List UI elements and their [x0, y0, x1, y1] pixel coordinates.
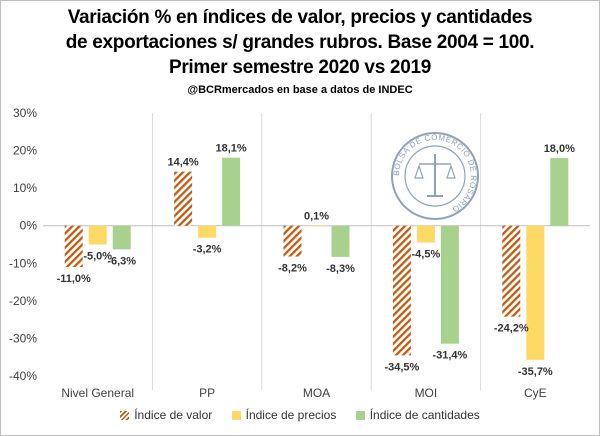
x-category-label: PP: [199, 386, 215, 400]
bar-valor: [174, 171, 193, 226]
legend-label-precios: Índice de precios: [245, 407, 337, 422]
data-label-precios: 0,1%: [304, 210, 329, 222]
legend-swatch-cantidades: [355, 410, 365, 420]
bar-valor: [64, 225, 83, 268]
legend-swatch-valor: [120, 410, 130, 420]
legend-swatch-precios: [231, 410, 241, 420]
data-label-valor: -11,0%: [57, 273, 91, 285]
bar-valor: [283, 225, 302, 257]
legend-label-cantidades: Índice de cantidades: [369, 407, 480, 422]
bar-valor: [392, 225, 411, 356]
data-label-valor: -34,5%: [384, 361, 419, 373]
y-tick-label: 30%: [13, 106, 37, 120]
y-tick-label: 10%: [13, 181, 37, 195]
chart-title-line-2: de exportaciones s/ grandes rubros. Base…: [65, 32, 535, 53]
chart-title-line-1: Variación % en índices de valor, precios…: [67, 7, 533, 28]
bar-cantidades: [112, 225, 131, 250]
x-category-label: Nivel General: [61, 386, 134, 400]
data-label-cantidades: 18,1%: [215, 143, 246, 155]
chart-source: @BCRmercados en base a datos de INDEC: [187, 84, 413, 96]
bar-cantidades: [331, 225, 350, 257]
data-label-precios: -35,7%: [518, 366, 553, 378]
y-tick-label: 0%: [20, 219, 38, 233]
data-label-cantidades: -31,4%: [432, 350, 467, 362]
data-label-precios: -5,0%: [83, 251, 112, 263]
bar-precios: [307, 225, 326, 226]
bar-precios: [198, 225, 217, 238]
y-tick-label: 20%: [13, 144, 37, 158]
bar-cantidades: [222, 157, 241, 226]
x-category-label: MOI: [415, 386, 438, 400]
bar-valor: [502, 225, 521, 317]
legend-item-cantidades: Índice de cantidades: [355, 407, 480, 422]
data-label-cantidades: 18,0%: [544, 143, 575, 155]
data-label-valor: -8,2%: [278, 263, 307, 275]
bar-precios: [416, 225, 435, 243]
x-category-label: CyE: [524, 386, 547, 400]
bar-precios: [88, 225, 107, 245]
chart-legend: Índice de valor Índice de precios Índice…: [0, 407, 600, 422]
legend-item-valor: Índice de valor: [120, 408, 212, 422]
data-label-cantidades: -6,3%: [107, 255, 136, 267]
data-label-valor: -24,2%: [494, 323, 529, 335]
bcr-seal-watermark: BOLSA DE COMERCIO DE ROSARIO: [391, 132, 479, 220]
y-tick-label: -30%: [9, 331, 37, 345]
legend-item-precios: Índice de precios: [231, 407, 337, 422]
x-category-label: MOA: [303, 386, 330, 400]
y-tick-label: -10%: [9, 256, 37, 270]
legend-label-valor: Índice de valor: [134, 407, 213, 422]
y-tick-label: -20%: [9, 294, 37, 308]
bar-cantidades: [440, 225, 459, 344]
data-label-valor: 14,4%: [167, 157, 198, 169]
bar-cantidades: [550, 158, 569, 226]
bar-precios: [526, 225, 545, 360]
data-label-precios: -3,2%: [193, 244, 222, 256]
data-label-precios: -4,5%: [412, 249, 441, 261]
y-tick-label: -40%: [9, 369, 37, 383]
chart-title-line-3: Primer semestre 2020 vs 2019: [168, 57, 432, 78]
data-label-cantidades: -8,3%: [326, 263, 355, 275]
